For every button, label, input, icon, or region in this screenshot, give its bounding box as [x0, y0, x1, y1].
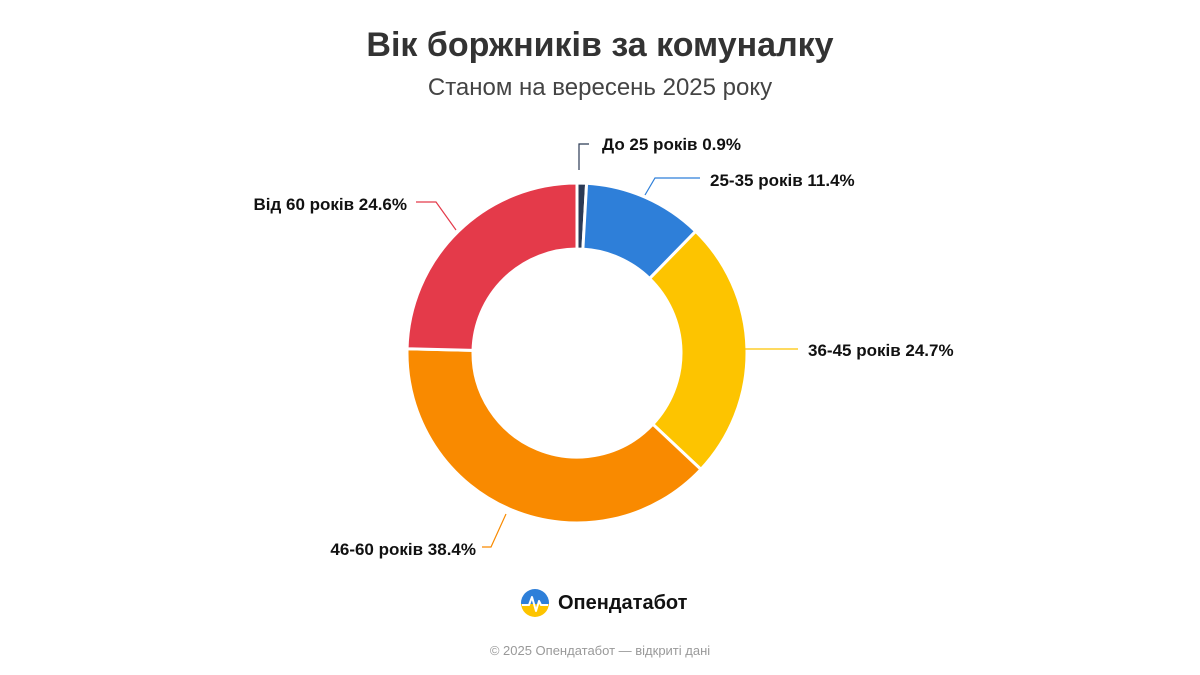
- chart-subtitle: Станом на вересень 2025 року: [427, 74, 773, 101]
- donut-slice-4: [405, 347, 703, 525]
- chart-title: Вік боржників за комуналку: [366, 26, 834, 64]
- leader-line-1: [578, 143, 589, 170]
- data-label-2: 25-35 років 11.4%: [710, 171, 855, 190]
- donut-slice-5: [405, 181, 579, 352]
- brand-name: Опендатабот: [558, 591, 688, 614]
- data-label-4: 46-60 років 38.4%: [330, 540, 476, 559]
- footer-copyright: © 2025 Опендатабот — відкриті дані: [489, 643, 711, 658]
- data-label-5: Від 60 років 24.6%: [253, 195, 407, 214]
- leader-line-4: [482, 513, 507, 548]
- data-label-1: До 25 років 0.9%: [602, 135, 741, 154]
- leader-line-5: [416, 201, 457, 231]
- data-label-3: 36-45 років 24.7%: [808, 341, 954, 360]
- brand: Опендатабот: [520, 588, 687, 618]
- opendatabot-logo-icon: [521, 589, 549, 617]
- donut-chart: До 25 років 0.9% 25-35 років 11.4% 36-45 р…: [253, 135, 954, 559]
- leader-line-2: [644, 177, 700, 196]
- donut-slice-3: [648, 229, 749, 471]
